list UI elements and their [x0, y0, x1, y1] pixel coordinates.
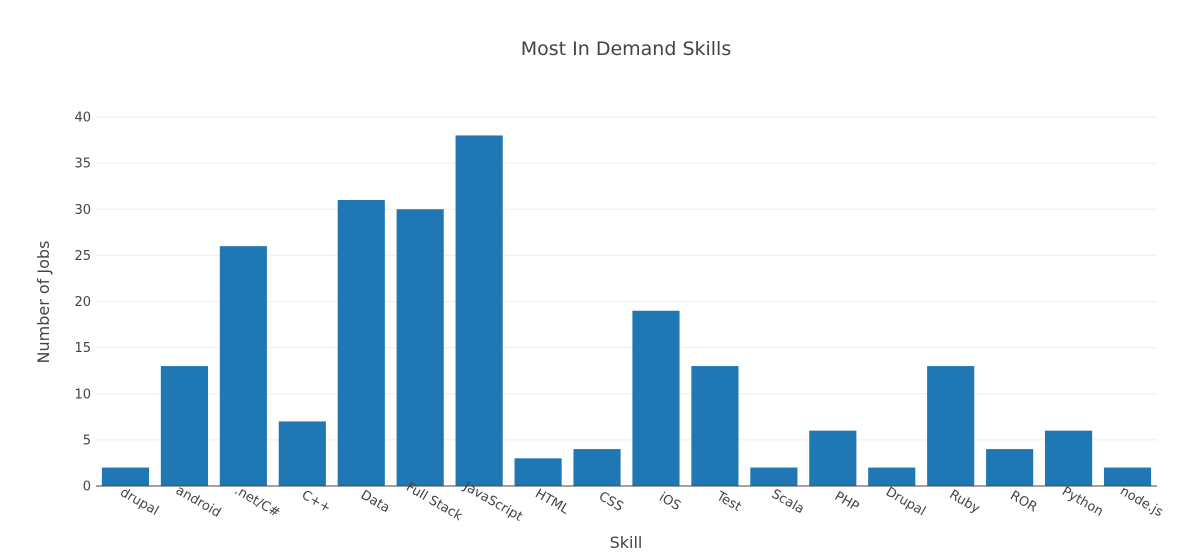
bar-php[interactable]	[809, 430, 857, 486]
bar-ios[interactable]	[632, 310, 680, 486]
bar-ror[interactable]	[986, 449, 1034, 486]
bar--net-c-[interactable]	[219, 246, 267, 486]
bar-c-[interactable]	[278, 421, 326, 486]
x-tick-label: drupal	[117, 485, 161, 519]
x-axis-title: Skill	[610, 533, 643, 552]
x-tick-label: android	[173, 483, 223, 521]
y-tick-label: 15	[74, 341, 91, 356]
y-tick-label: 40	[74, 111, 91, 126]
y-tick-label: 25	[74, 249, 91, 264]
bar-css[interactable]	[573, 449, 621, 486]
y-tick-label: 20	[74, 295, 91, 310]
y-tick-label: 0	[83, 480, 91, 495]
y-axis-ticks: 0 5 10 15 20 25 30 35 40	[74, 111, 91, 495]
x-tick-label: C++	[299, 488, 333, 516]
y-axis-title: Number of Jobs	[34, 241, 53, 364]
x-tick-label: Full Stack	[403, 480, 465, 524]
y-tick-label: 30	[74, 203, 91, 218]
y-tick-label: 5	[83, 433, 91, 448]
x-tick-label: HTML	[532, 486, 571, 517]
x-tick-label: node.js	[1117, 484, 1165, 521]
chart-title: Most In Demand Skills	[521, 38, 732, 60]
y-tick-label: 35	[74, 157, 91, 172]
bar-drupal[interactable]	[868, 467, 916, 486]
bar-scala[interactable]	[750, 467, 798, 486]
bar-data[interactable]	[337, 200, 385, 486]
x-tick-label: Ruby	[947, 487, 983, 516]
x-tick-label: Drupal	[883, 485, 928, 520]
x-tick-label: Test	[713, 489, 744, 515]
bar-test[interactable]	[691, 366, 739, 486]
x-tick-label: iOS	[656, 490, 683, 514]
bars	[96, 135, 1157, 487]
x-tick-label: .net/C#	[232, 483, 283, 521]
bar-full-stack[interactable]	[396, 209, 444, 486]
gridlines	[96, 116, 1157, 441]
x-tick-label: PHP	[832, 489, 862, 515]
x-tick-label: Python	[1059, 484, 1106, 520]
bar-ruby[interactable]	[927, 366, 975, 486]
y-tick-label: 10	[74, 387, 91, 402]
bar-html[interactable]	[514, 458, 562, 486]
bar-node-js[interactable]	[1103, 467, 1152, 486]
bar-android[interactable]	[160, 366, 208, 486]
bar-python[interactable]	[1045, 430, 1093, 486]
bar-javascript[interactable]	[455, 135, 503, 486]
x-tick-label: Scala	[769, 487, 807, 517]
x-tick-label: ROR	[1007, 488, 1039, 515]
x-tick-label: CSS	[596, 489, 626, 515]
bar-drupal[interactable]	[101, 467, 150, 486]
x-tick-label: Data	[358, 488, 392, 517]
